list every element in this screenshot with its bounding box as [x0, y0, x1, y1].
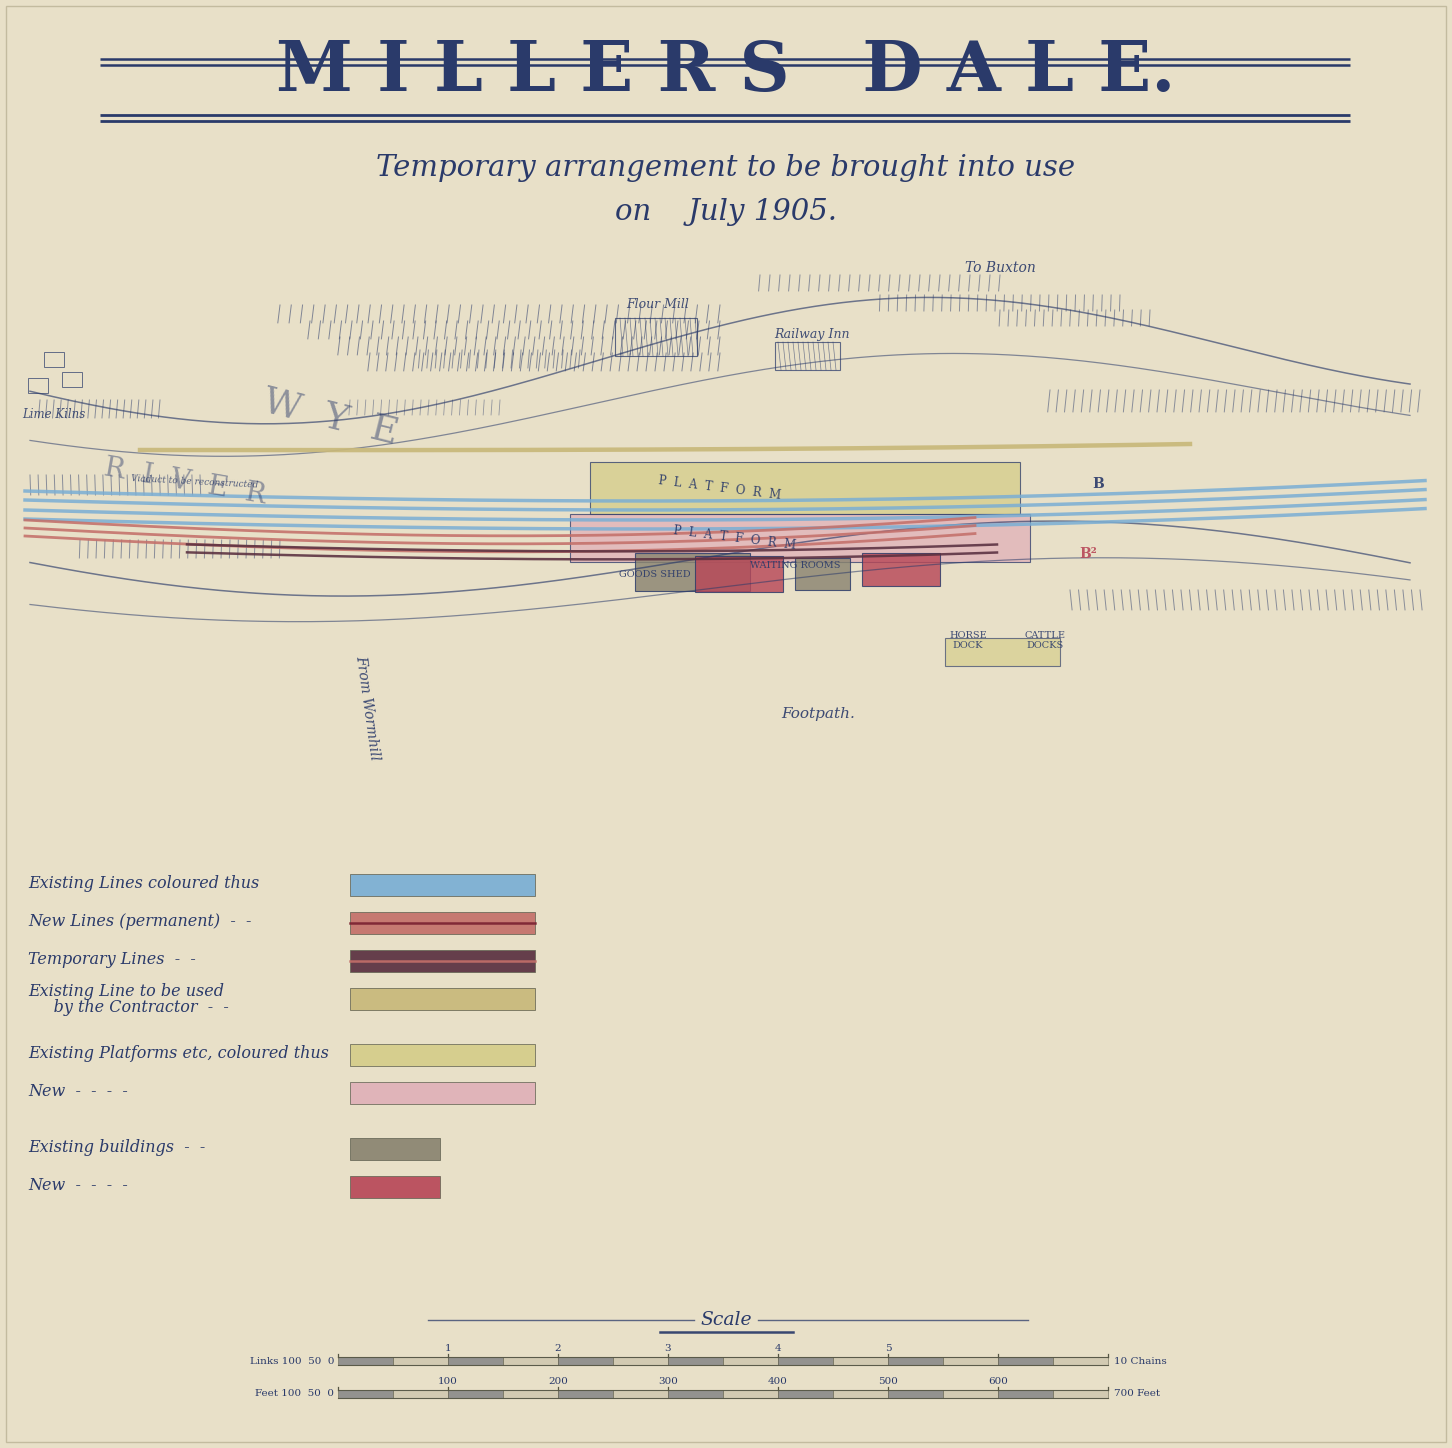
FancyBboxPatch shape — [723, 1390, 778, 1397]
FancyBboxPatch shape — [613, 1390, 668, 1397]
Text: HORSE
DOCK: HORSE DOCK — [950, 630, 987, 650]
Text: 3: 3 — [665, 1344, 671, 1352]
Text: 300: 300 — [658, 1377, 678, 1386]
Text: 100: 100 — [439, 1377, 457, 1386]
Text: New Lines (permanent)  -  -: New Lines (permanent) - - — [28, 912, 251, 930]
Text: 10 Chains: 10 Chains — [1114, 1357, 1167, 1365]
Text: 2: 2 — [555, 1344, 562, 1352]
Text: GOODS SHED: GOODS SHED — [619, 571, 691, 579]
Text: 5: 5 — [884, 1344, 892, 1352]
FancyBboxPatch shape — [889, 1390, 942, 1397]
Text: To Buxton: To Buxton — [966, 261, 1035, 275]
FancyBboxPatch shape — [350, 1082, 534, 1103]
FancyBboxPatch shape — [558, 1357, 613, 1365]
FancyBboxPatch shape — [502, 1357, 558, 1365]
FancyBboxPatch shape — [590, 462, 1019, 514]
FancyBboxPatch shape — [998, 1357, 1053, 1365]
FancyBboxPatch shape — [350, 950, 534, 972]
FancyBboxPatch shape — [350, 988, 534, 1011]
Text: Existing Platforms etc, coloured thus: Existing Platforms etc, coloured thus — [28, 1044, 328, 1061]
Text: Footpath.: Footpath. — [781, 707, 855, 721]
FancyBboxPatch shape — [393, 1357, 449, 1365]
FancyBboxPatch shape — [942, 1357, 998, 1365]
Text: 4: 4 — [775, 1344, 781, 1352]
FancyBboxPatch shape — [998, 1390, 1053, 1397]
FancyBboxPatch shape — [393, 1390, 449, 1397]
FancyBboxPatch shape — [449, 1357, 502, 1365]
FancyBboxPatch shape — [558, 1390, 613, 1397]
FancyBboxPatch shape — [350, 1044, 534, 1066]
Text: 400: 400 — [768, 1377, 788, 1386]
FancyBboxPatch shape — [350, 912, 534, 934]
Text: 200: 200 — [547, 1377, 568, 1386]
FancyBboxPatch shape — [613, 1357, 668, 1365]
Text: R  I  V  E  R: R I V E R — [102, 455, 269, 510]
Text: B: B — [1092, 476, 1104, 491]
Text: P  L  A  T  F  O  R  M: P L A T F O R M — [658, 473, 783, 502]
FancyBboxPatch shape — [945, 639, 1060, 666]
Text: 500: 500 — [878, 1377, 897, 1386]
Text: New  -  -  -  -: New - - - - — [28, 1176, 128, 1193]
Text: Existing buildings  -  -: Existing buildings - - — [28, 1138, 205, 1156]
Text: B²: B² — [1079, 547, 1096, 560]
Text: CATTLE
DOCKS: CATTLE DOCKS — [1025, 630, 1066, 650]
FancyBboxPatch shape — [833, 1357, 889, 1365]
FancyBboxPatch shape — [778, 1390, 833, 1397]
FancyBboxPatch shape — [796, 557, 849, 589]
Text: 700 Feet: 700 Feet — [1114, 1390, 1160, 1399]
Text: Existing Line to be used: Existing Line to be used — [28, 983, 224, 1001]
FancyBboxPatch shape — [862, 553, 939, 586]
Text: Railway Inn: Railway Inn — [774, 329, 849, 340]
FancyBboxPatch shape — [723, 1357, 778, 1365]
Text: Scale: Scale — [700, 1310, 752, 1329]
Text: Flour Mill: Flour Mill — [627, 298, 690, 311]
Text: W  Y  E: W Y E — [258, 384, 401, 452]
Text: 1: 1 — [444, 1344, 452, 1352]
FancyBboxPatch shape — [889, 1357, 942, 1365]
FancyBboxPatch shape — [338, 1357, 393, 1365]
Text: Lime Kilns: Lime Kilns — [22, 408, 86, 421]
Text: Feet 100  50  0: Feet 100 50 0 — [256, 1390, 334, 1399]
Text: 600: 600 — [987, 1377, 1008, 1386]
Text: New  -  -  -  -: New - - - - — [28, 1083, 128, 1099]
Text: by the Contractor  -  -: by the Contractor - - — [28, 999, 229, 1016]
FancyBboxPatch shape — [1053, 1390, 1108, 1397]
FancyBboxPatch shape — [338, 1390, 393, 1397]
Text: Viaduct to be reconstructed: Viaduct to be reconstructed — [131, 475, 258, 489]
Text: Temporary Lines  -  -: Temporary Lines - - — [28, 950, 196, 967]
Text: M I L L E R S   D A L E.: M I L L E R S D A L E. — [276, 39, 1176, 106]
FancyBboxPatch shape — [502, 1390, 558, 1397]
Text: Temporary arrangement to be brought into use: Temporary arrangement to be brought into… — [376, 153, 1076, 182]
FancyBboxPatch shape — [350, 1138, 440, 1160]
FancyBboxPatch shape — [350, 1176, 440, 1197]
Text: Links 100  50  0: Links 100 50 0 — [250, 1357, 334, 1365]
Text: Existing Lines coloured thus: Existing Lines coloured thus — [28, 875, 260, 892]
FancyBboxPatch shape — [778, 1357, 833, 1365]
FancyBboxPatch shape — [942, 1390, 998, 1397]
Text: P  L  A  T  F  O  R  M: P L A T F O R M — [672, 524, 797, 552]
FancyBboxPatch shape — [668, 1357, 723, 1365]
Text: on    July 1905.: on July 1905. — [616, 198, 836, 226]
FancyBboxPatch shape — [635, 553, 751, 591]
FancyBboxPatch shape — [571, 514, 1029, 562]
FancyBboxPatch shape — [833, 1390, 889, 1397]
FancyBboxPatch shape — [696, 556, 783, 592]
FancyBboxPatch shape — [350, 875, 534, 896]
Text: WAITING ROOMS: WAITING ROOMS — [749, 560, 841, 571]
Text: From Wormhill: From Wormhill — [354, 654, 382, 762]
FancyBboxPatch shape — [449, 1390, 502, 1397]
FancyBboxPatch shape — [1053, 1357, 1108, 1365]
FancyBboxPatch shape — [668, 1390, 723, 1397]
